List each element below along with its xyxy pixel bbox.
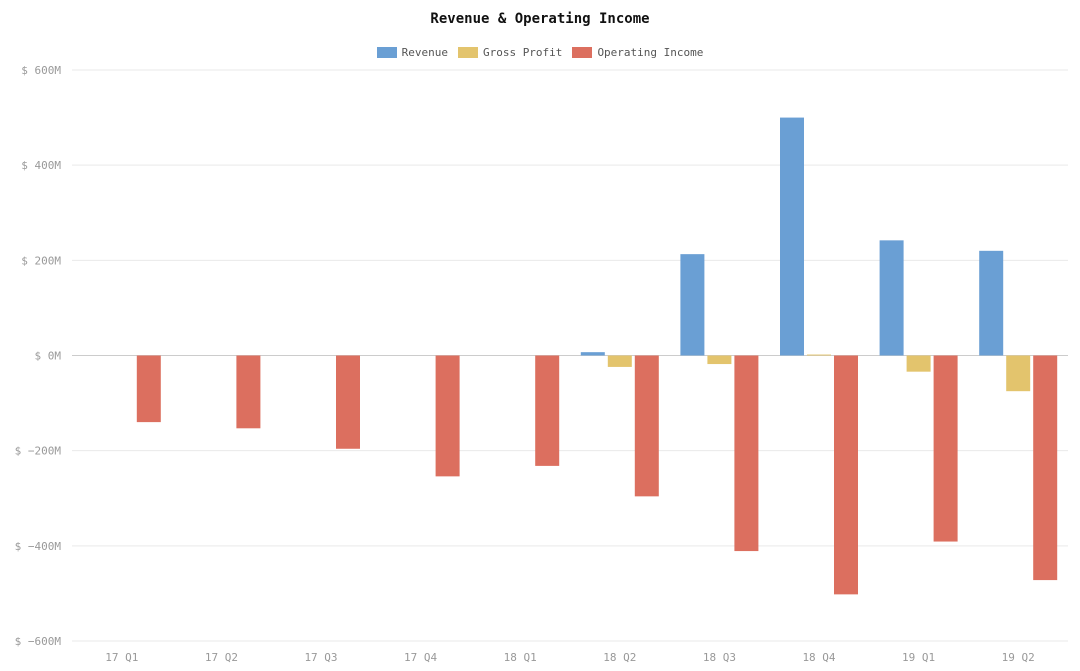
bar-revenue[interactable] bbox=[879, 240, 904, 356]
bar-gross-profit[interactable] bbox=[707, 355, 732, 365]
bar-operating-income[interactable] bbox=[136, 355, 161, 423]
bar-operating-income[interactable] bbox=[734, 355, 759, 552]
bar-gross-profit[interactable] bbox=[906, 355, 931, 372]
legend-label-operating-income: Operating Income bbox=[597, 46, 704, 59]
bar-operating-income[interactable] bbox=[634, 355, 659, 497]
bar-revenue[interactable] bbox=[979, 250, 1004, 356]
y-tick-label: $ −600M bbox=[15, 635, 62, 648]
bar-operating-income[interactable] bbox=[933, 355, 958, 542]
chart-title: Revenue & Operating Income bbox=[430, 11, 650, 27]
y-axis-ticks: $ −600M $ −400M $ −200M $ 0M $ 200M $ 400M $ 6… bbox=[15, 64, 62, 648]
legend-item-gross-profit[interactable]: Gross Profit bbox=[457, 46, 563, 59]
bar-gross-profit[interactable] bbox=[607, 355, 632, 367]
y-tick-label: $ 200M bbox=[21, 254, 61, 267]
bar-operating-income[interactable] bbox=[834, 355, 858, 595]
x-tick-label: 17 Q3 bbox=[304, 651, 337, 664]
legend-swatch-revenue bbox=[376, 47, 397, 58]
legend-label-gross-profit: Gross Profit bbox=[482, 46, 563, 59]
x-tick-label: 17 Q2 bbox=[205, 651, 238, 664]
x-tick-label: 18 Q2 bbox=[603, 651, 636, 664]
x-tick-label: 18 Q1 bbox=[504, 651, 537, 664]
legend-swatch-gross-profit bbox=[457, 47, 478, 58]
x-tick-label: 17 Q4 bbox=[404, 651, 437, 664]
bar-operating-income[interactable] bbox=[435, 355, 460, 477]
x-axis-ticks: 17 Q1 17 Q2 17 Q3 17 Q4 18 Q1 18 Q2 18 Q3 18 Q4… bbox=[105, 651, 1035, 664]
y-tick-label: $ 600M bbox=[21, 64, 61, 77]
bar-gross-profit[interactable] bbox=[807, 354, 831, 356]
legend-item-revenue[interactable]: Revenue bbox=[376, 46, 448, 59]
bar-revenue[interactable] bbox=[580, 352, 605, 356]
x-tick-label: 19 Q2 bbox=[1002, 651, 1035, 664]
bar-revenue[interactable] bbox=[680, 254, 705, 356]
legend: Revenue Gross Profit Operating Income bbox=[0, 46, 1080, 59]
bar-operating-income[interactable] bbox=[535, 355, 560, 466]
bar-revenue[interactable] bbox=[780, 117, 804, 356]
y-tick-label: $ −200M bbox=[15, 445, 62, 458]
x-tick-label: 18 Q3 bbox=[703, 651, 736, 664]
bar-gross-profit[interactable] bbox=[1006, 355, 1031, 392]
bars bbox=[136, 117, 1058, 595]
y-tick-label: $ 400M bbox=[21, 159, 61, 172]
legend-item-operating-income[interactable]: Operating Income bbox=[572, 46, 703, 59]
x-tick-label: 17 Q1 bbox=[105, 651, 138, 664]
y-tick-label: $ 0M bbox=[35, 350, 62, 363]
bar-operating-income[interactable] bbox=[236, 355, 261, 429]
legend-label-revenue: Revenue bbox=[401, 46, 448, 59]
x-tick-label: 19 Q1 bbox=[902, 651, 935, 664]
legend-swatch-operating-income bbox=[572, 47, 593, 58]
x-tick-label: 18 Q4 bbox=[802, 651, 835, 664]
bar-operating-income[interactable] bbox=[336, 355, 360, 449]
bar-operating-income[interactable] bbox=[1033, 355, 1058, 581]
y-tick-label: $ −400M bbox=[15, 540, 62, 553]
